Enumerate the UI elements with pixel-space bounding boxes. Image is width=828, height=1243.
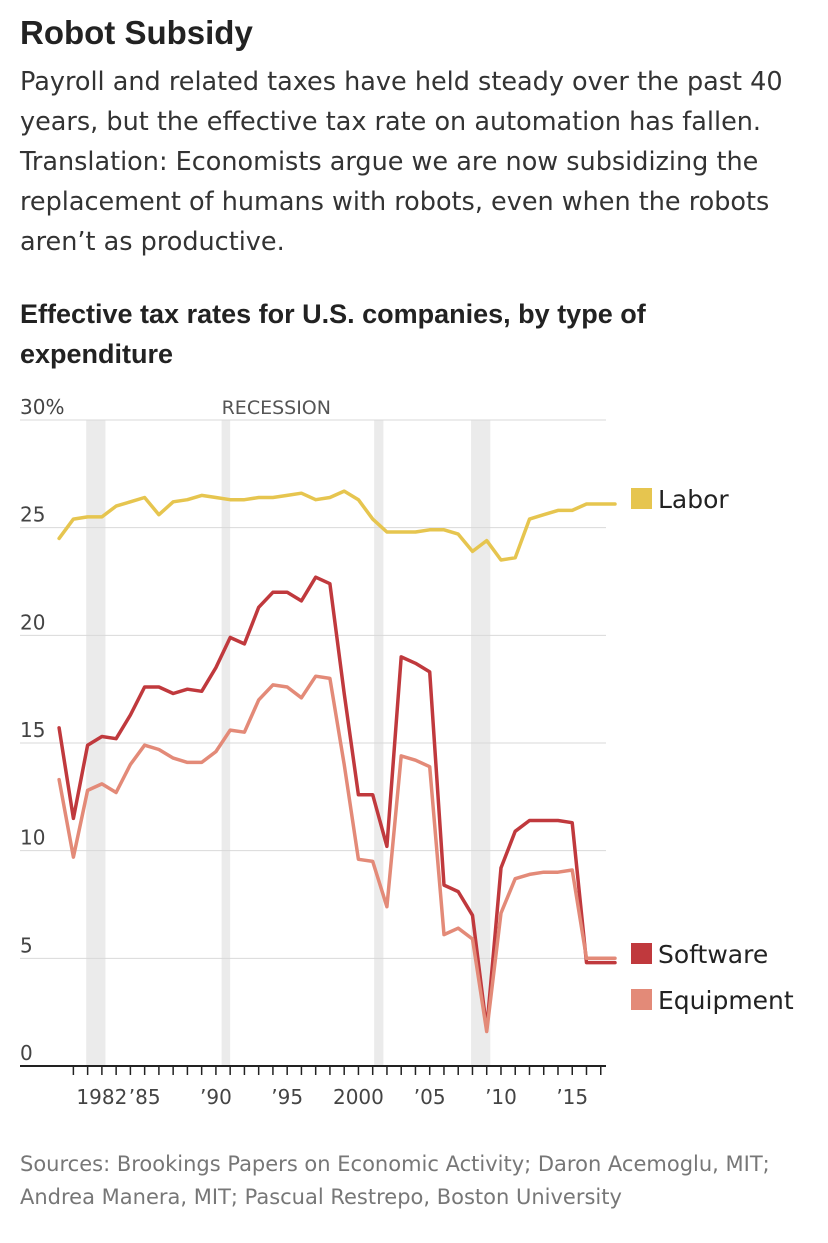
legend-swatch-equipment: [631, 989, 652, 1010]
series-line-software: [57, 575, 617, 1032]
x-tick-label-1990: ’90: [200, 1085, 232, 1109]
page-title: Robot Subsidy: [20, 14, 253, 51]
y-tick-label-30: 30%: [20, 395, 64, 419]
page-subtitle: Payroll and related taxes have held stea…: [20, 67, 783, 257]
line-chart: RECESSION 0 5 10 15 20 25 30% 1982’85 ’90 ’95 200…: [20, 395, 794, 1109]
recession-bands: RECESSION: [86, 397, 491, 1066]
y-tick-label-5: 5: [20, 933, 33, 957]
x-tick-label-1995: ’95: [271, 1085, 303, 1109]
x-tick-label-1982: 1982: [76, 1085, 127, 1109]
gridlines: [20, 419, 606, 959]
x-tick-label-2015: ’15: [556, 1085, 588, 1109]
y-tick-label-15: 15: [20, 718, 45, 742]
legend-swatch-software: [631, 943, 652, 964]
series-line-equipment: [57, 674, 617, 1034]
legend-swatch-labor: [631, 488, 652, 509]
y-tick-label-0: 0: [20, 1041, 33, 1065]
y-tick-label-20: 20: [20, 610, 45, 634]
y-tick-label-10: 10: [20, 826, 45, 850]
x-tick-label-2005: ’05: [414, 1085, 446, 1109]
legend-label-equipment: Equipment: [658, 986, 794, 1015]
x-axis: 1982’85 ’90 ’95 2000 ’05 ’10 ’15: [20, 1065, 606, 1109]
chart-title: Effective tax rates for U.S. companies, …: [20, 299, 646, 369]
legend-label-labor: Labor: [658, 485, 729, 514]
legend: Labor Software Equipment: [631, 485, 794, 1015]
series-line-labor: [57, 489, 617, 562]
x-tick-label-1985: ’85: [129, 1085, 161, 1109]
legend-label-software: Software: [658, 940, 768, 969]
x-tick-label-2010: ’10: [485, 1085, 517, 1109]
x-tick-label-2000: 2000: [333, 1085, 384, 1109]
series-lines: [57, 489, 617, 1034]
source-note: Sources: Brookings Papers on Economic Ac…: [20, 1152, 770, 1209]
y-tick-label-25: 25: [20, 503, 45, 527]
recession-label: RECESSION: [222, 397, 331, 419]
y-axis-labels: 0 5 10 15 20 25 30%: [20, 395, 64, 1065]
